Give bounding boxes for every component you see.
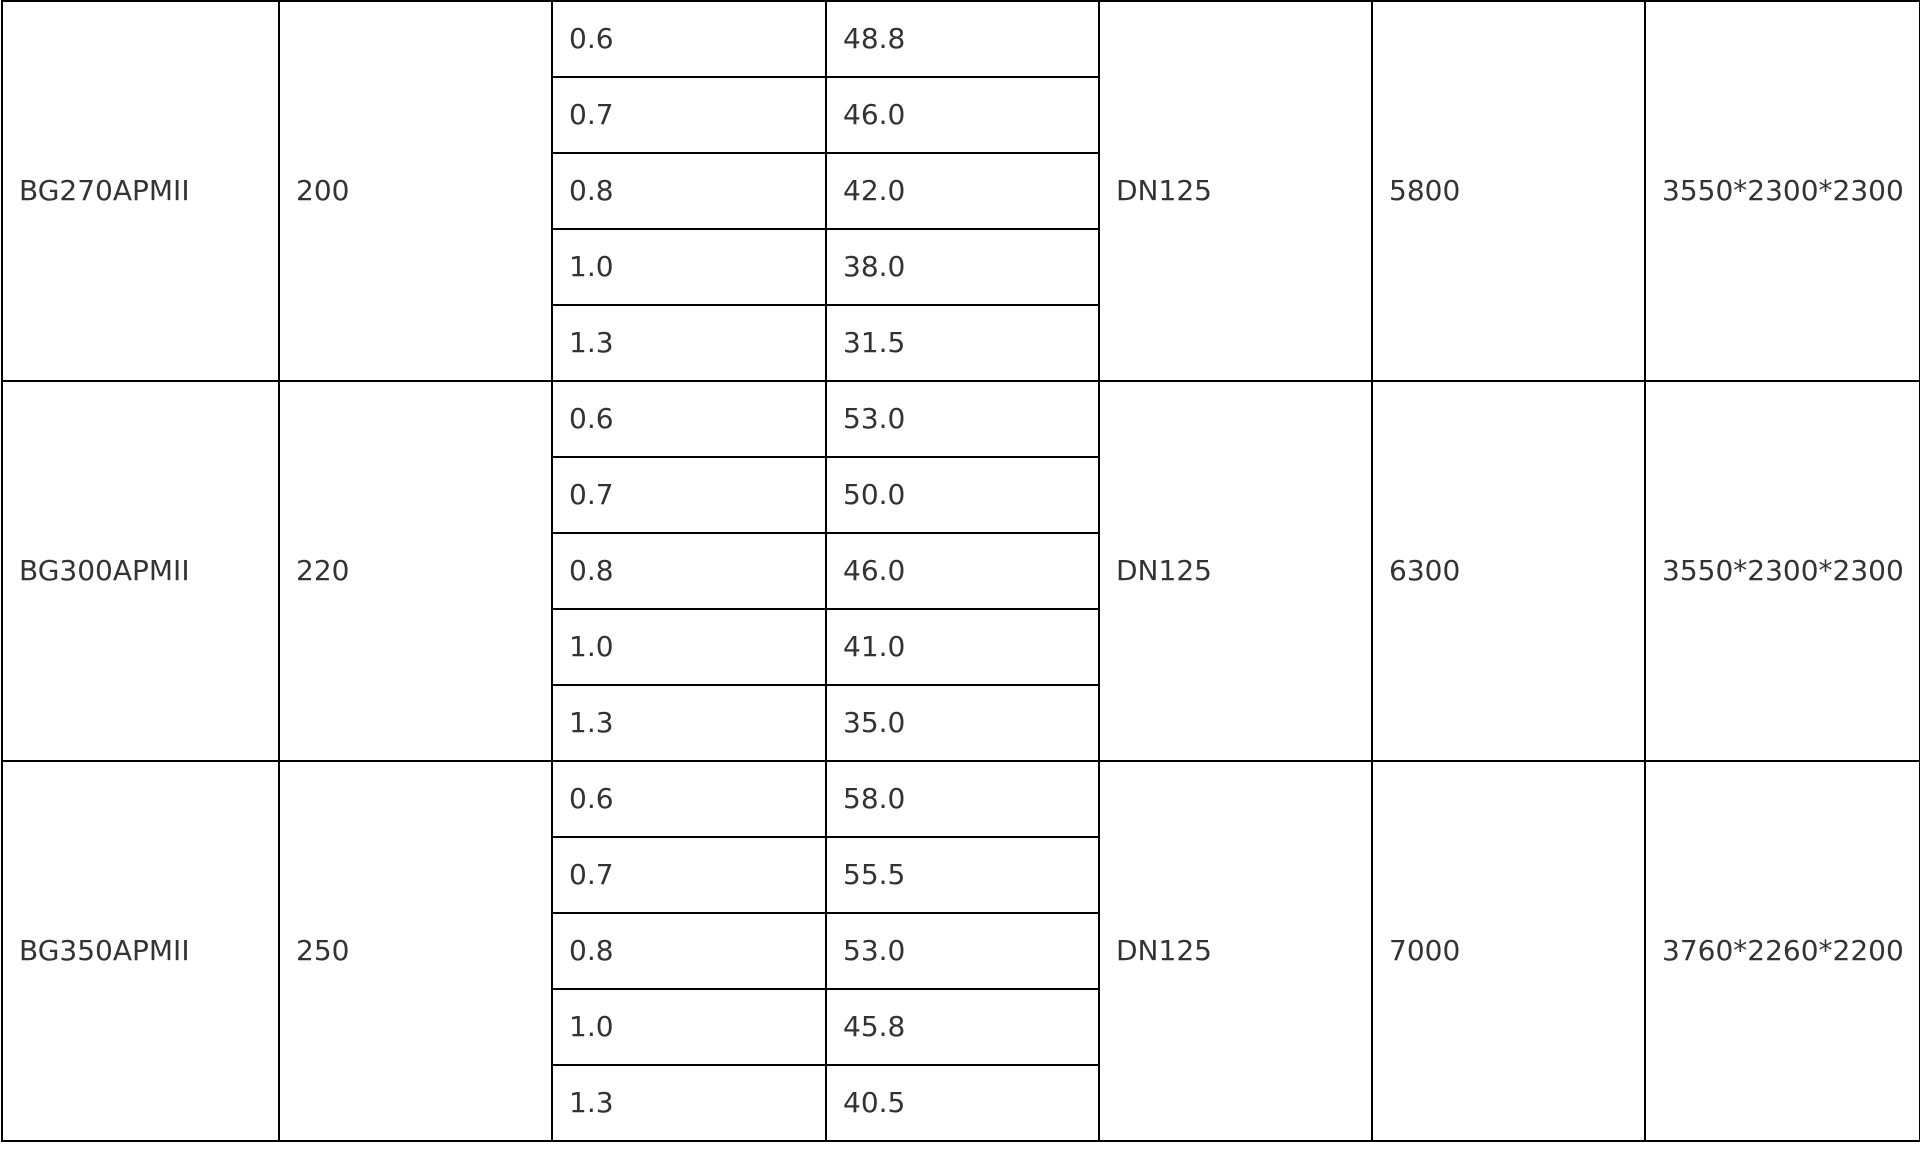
pressure-cell: 0.7 — [551, 836, 827, 914]
dimensions-cell: 3550*2300*2300 — [1644, 380, 1920, 762]
model-cell: BG350APMII — [1, 760, 280, 1142]
pressure-cell: 0.7 — [551, 456, 827, 534]
table-row: 1.3 31.5 — [2, 304, 1920, 382]
flow-cell: 53.0 — [825, 912, 1100, 990]
table-row: 0.8 42.0 — [2, 152, 1920, 230]
table-row: BG270APMII 200 0.6 48.8 DN125 5800 3550*2300*2… — [1, 0, 1920, 382]
pressure-cell: 0.6 — [551, 760, 827, 838]
spec-table: BG270APMII 200 0.6 48.8 DN125 5800 3550*2300*2… — [1, 0, 1920, 1142]
outlet-cell: DN125 — [1098, 0, 1373, 382]
flow-cell: 48.8 — [825, 0, 1100, 78]
table-row: 0.7 55.5 — [2, 836, 1920, 914]
value-cell: 200 — [278, 0, 553, 382]
pressure-cell: 1.3 — [551, 304, 827, 382]
pressure-cell: 0.8 — [551, 912, 827, 990]
dimensions-cell: 3550*2300*2300 — [1644, 0, 1920, 382]
model-cell: BG300APMII — [1, 380, 280, 762]
table-row: 1.3 40.5 — [2, 1064, 1920, 1142]
pressure-cell: 0.6 — [551, 380, 827, 458]
flow-cell: 38.0 — [825, 228, 1100, 306]
flow-cell: 46.0 — [825, 76, 1100, 154]
value-cell: 220 — [278, 380, 553, 762]
flow-cell: 41.0 — [825, 608, 1100, 686]
table-row: 0.7 46.0 — [2, 76, 1920, 154]
table-row: BG350APMII 250 0.6 58.0 DN125 7000 3760*2260*2… — [1, 760, 1920, 1142]
table-row: 0.7 50.0 — [2, 456, 1920, 534]
pressure-cell: 0.6 — [551, 0, 827, 78]
flow-cell: 40.5 — [825, 1064, 1100, 1142]
flow-cell: 35.0 — [825, 684, 1100, 762]
table-row: 1.0 41.0 — [2, 608, 1920, 686]
flow-cell: 46.0 — [825, 532, 1100, 610]
flow-cell: 50.0 — [825, 456, 1100, 534]
pressure-cell: 0.7 — [551, 76, 827, 154]
outlet-cell: DN125 — [1098, 760, 1373, 1142]
pressure-cell: 1.0 — [551, 228, 827, 306]
spec-table-body: BG270APMII 200 0.6 48.8 DN125 5800 3550*2300*2… — [1, 0, 1920, 1142]
flow-cell: 45.8 — [825, 988, 1100, 1066]
flow-cell: 53.0 — [825, 380, 1100, 458]
weight-cell: 5800 — [1371, 0, 1646, 382]
flow-cell: 42.0 — [825, 152, 1100, 230]
table-row: 0.8 46.0 — [2, 532, 1920, 610]
table-row: 1.3 35.0 — [2, 684, 1920, 762]
outlet-cell: DN125 — [1098, 380, 1373, 762]
table-row: 0.8 53.0 — [2, 912, 1920, 990]
weight-cell: 6300 — [1371, 380, 1646, 762]
value-cell: 250 — [278, 760, 553, 1142]
flow-cell: 31.5 — [825, 304, 1100, 382]
table-row: 1.0 45.8 — [2, 988, 1920, 1066]
weight-cell: 7000 — [1371, 760, 1646, 1142]
pressure-cell: 1.3 — [551, 1064, 827, 1142]
pressure-cell: 0.8 — [551, 532, 827, 610]
dimensions-cell: 3760*2260*2200 — [1644, 760, 1920, 1142]
pressure-cell: 0.8 — [551, 152, 827, 230]
table-row: 1.0 38.0 — [2, 228, 1920, 306]
pressure-cell: 1.3 — [551, 684, 827, 762]
model-cell: BG270APMII — [1, 0, 280, 382]
flow-cell: 58.0 — [825, 760, 1100, 838]
flow-cell: 55.5 — [825, 836, 1100, 914]
table-row: BG300APMII 220 0.6 53.0 DN125 6300 3550*2300*2… — [1, 380, 1920, 762]
pressure-cell: 1.0 — [551, 608, 827, 686]
pressure-cell: 1.0 — [551, 988, 827, 1066]
